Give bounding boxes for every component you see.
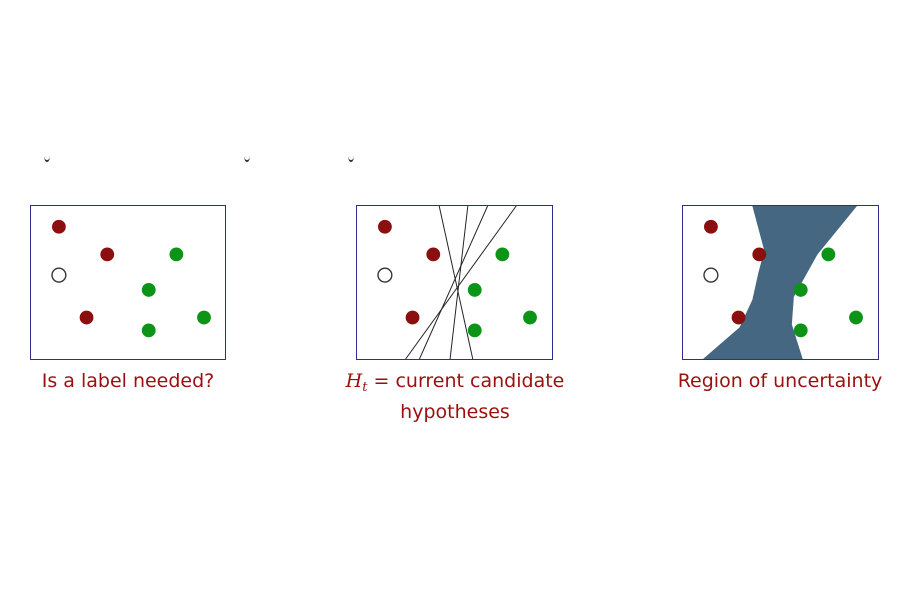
- scatter-plot-1: [51, 219, 211, 338]
- negative-point: [378, 219, 392, 234]
- negative-point: [426, 247, 441, 262]
- panel-query-point: [30, 205, 226, 360]
- hypothesis-line: [419, 206, 489, 359]
- hypothesis-symbol: H: [345, 370, 363, 392]
- positive-point: [495, 247, 510, 262]
- cropped-title-fragment: [40, 150, 380, 176]
- caption-line-2: hypotheses: [400, 401, 510, 423]
- positive-point: [467, 282, 482, 297]
- uncertainty-region: [703, 206, 857, 359]
- caption-region-uncertainty: Region of uncertainty: [677, 370, 883, 392]
- caption-label-needed: Is a label needed?: [41, 370, 215, 392]
- positive-point: [197, 310, 211, 325]
- negative-point: [79, 310, 94, 325]
- caption-line-1: Ht = current candidate: [310, 369, 600, 400]
- negative-point: [405, 310, 420, 325]
- caption-candidate-hypotheses: Ht = current candidate hypotheses: [310, 369, 600, 425]
- positive-point: [793, 282, 808, 297]
- unlabeled-point: [377, 267, 393, 283]
- negative-point: [704, 219, 718, 234]
- negative-point: [100, 247, 115, 262]
- panel-region-of-uncertainty: [682, 205, 879, 360]
- scatter-plot-3: [703, 206, 863, 359]
- positive-point: [523, 310, 537, 325]
- positive-point: [169, 247, 184, 262]
- negative-point: [731, 310, 746, 325]
- negative-point: [51, 219, 66, 234]
- hypothesis-line: [449, 206, 469, 359]
- panel-candidate-hypotheses: [356, 205, 553, 360]
- unlabeled-point: [703, 267, 719, 283]
- unlabeled-point: [51, 267, 67, 283]
- hypothesis-subscript: t: [362, 380, 368, 395]
- positive-point: [793, 323, 808, 338]
- caption-text: = current candidate: [367, 370, 565, 392]
- hypothesis-line: [438, 206, 474, 359]
- positive-point: [467, 323, 482, 338]
- positive-point: [141, 282, 156, 297]
- positive-point: [141, 323, 156, 338]
- hypothesis-line: [405, 206, 517, 359]
- positive-point: [849, 310, 863, 325]
- negative-point: [752, 247, 767, 262]
- scatter-plot-2: [377, 206, 537, 359]
- positive-point: [821, 247, 836, 262]
